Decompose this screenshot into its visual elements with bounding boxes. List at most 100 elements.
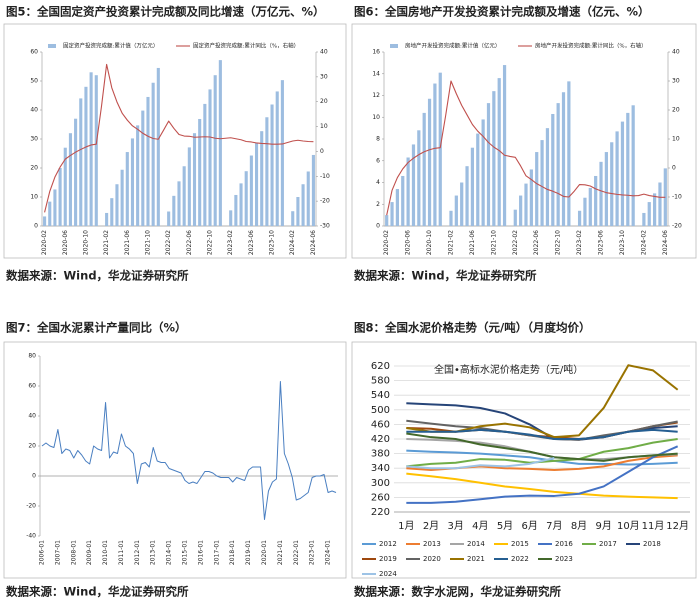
bar	[454, 195, 458, 226]
x-tick-label: 2023-02	[576, 230, 583, 255]
bar	[417, 130, 421, 226]
bar	[291, 211, 295, 226]
bar	[545, 128, 550, 226]
y-tick-label: 60	[30, 49, 38, 56]
bar	[141, 110, 145, 226]
x-tick-label: 2020-01	[261, 540, 268, 565]
x-tick-label: 2022-10	[555, 230, 562, 255]
bar	[265, 117, 269, 226]
y-tick-label: 220	[371, 507, 390, 518]
x-tick-label: 2021-10	[144, 230, 151, 255]
bar	[177, 181, 181, 226]
x-tick-label: 2021-10	[490, 230, 497, 255]
x-tick-label: 2021-02	[447, 230, 454, 255]
bar	[438, 72, 442, 226]
bar	[311, 154, 315, 226]
x-tick-label: 2018-01	[229, 540, 236, 565]
x-tick-label: 4月	[472, 520, 488, 532]
legend-label: 2017	[599, 540, 617, 548]
y2-tick-label: -30	[320, 223, 330, 230]
y-tick-label: 80	[28, 353, 36, 360]
line	[44, 63, 314, 213]
legend-label: 2014	[467, 540, 485, 548]
x-tick-label: 2023-06	[248, 230, 255, 255]
y2-tick-label: 0	[320, 148, 324, 155]
x-tick-label: 2020-06	[62, 230, 69, 255]
bar	[63, 147, 67, 226]
x-tick-label: 2014-01	[166, 540, 173, 565]
x-tick-label: 2020-06	[405, 230, 412, 255]
bar	[68, 133, 72, 226]
x-tick-label: 2024-02	[640, 230, 647, 255]
x-tick-label: 2022-01	[293, 540, 300, 565]
panel	[3, 341, 347, 579]
x-tick-label: 2023-02	[227, 230, 234, 255]
x-tick-label: 12月	[666, 520, 689, 532]
y-tick-label: 20	[28, 443, 36, 450]
bar	[43, 216, 47, 226]
y-tick-label: 580	[371, 376, 390, 387]
x-tick-label: 2016-01	[197, 540, 204, 565]
chart-title: 全国•高标水泥价格走势（元/吨）	[434, 363, 583, 376]
x-tick-label: 2008-01	[70, 540, 77, 565]
x-tick-label: 2020-10	[82, 230, 89, 255]
y-tick-label: 540	[371, 390, 390, 401]
bar	[156, 67, 160, 226]
bar	[406, 157, 410, 226]
legend-label: 2022	[511, 555, 529, 563]
y-tick-label: 500	[371, 405, 390, 416]
y-tick-label: 0	[34, 223, 38, 230]
x-tick-label: 2021-02	[103, 230, 110, 255]
bar	[540, 140, 544, 226]
bar	[125, 152, 129, 226]
bar	[110, 198, 114, 226]
bar	[229, 210, 233, 226]
bar	[182, 166, 186, 226]
bar	[244, 171, 248, 226]
y-tick-label: 420	[371, 434, 390, 445]
legend-label: 固定资产投资完成额:累计同比（%，右轴）	[193, 42, 299, 50]
x-tick-label: 2015-01	[182, 540, 189, 565]
legend-label: 2023	[555, 555, 573, 563]
bar	[486, 103, 491, 226]
bar	[663, 168, 667, 226]
bar	[84, 86, 88, 226]
y2-tick-label: 20	[672, 107, 680, 114]
x-tick-label: 2020-10	[426, 230, 433, 255]
panel	[351, 23, 697, 259]
legend-label: 2018	[643, 540, 661, 548]
bar	[249, 155, 253, 226]
bar	[120, 169, 124, 226]
bar	[476, 133, 480, 226]
line	[41, 381, 337, 520]
y-tick-label: -20	[26, 503, 36, 510]
bar	[213, 75, 217, 226]
x-tick-label: 2009-01	[86, 540, 93, 565]
legend-label: 2015	[511, 540, 529, 548]
bar	[411, 144, 416, 226]
bar	[422, 112, 426, 226]
x-tick-label: 7月	[546, 520, 562, 532]
y2-tick-label: 0	[672, 165, 676, 172]
line	[406, 449, 678, 466]
x-tick-label: 2023-10	[619, 230, 626, 255]
bar	[79, 98, 83, 226]
y-tick-label: 340	[371, 463, 390, 474]
x-tick-label: 10月	[617, 520, 640, 532]
x-tick-label: 1月	[398, 520, 414, 532]
bar	[513, 209, 517, 226]
x-tick-label: 6月	[521, 520, 537, 532]
bar	[535, 152, 539, 226]
bar	[167, 211, 171, 226]
panel	[351, 341, 697, 579]
y-tick-label: 260	[371, 492, 390, 503]
y-tick-label: 620	[371, 361, 390, 372]
bar	[270, 104, 274, 226]
bar	[583, 197, 587, 226]
y-tick-label: 40	[30, 107, 38, 114]
x-tick-label: 2024-06	[310, 230, 317, 255]
line	[406, 472, 678, 500]
x-tick-label: 2022-02	[165, 230, 172, 255]
bar	[594, 175, 598, 226]
